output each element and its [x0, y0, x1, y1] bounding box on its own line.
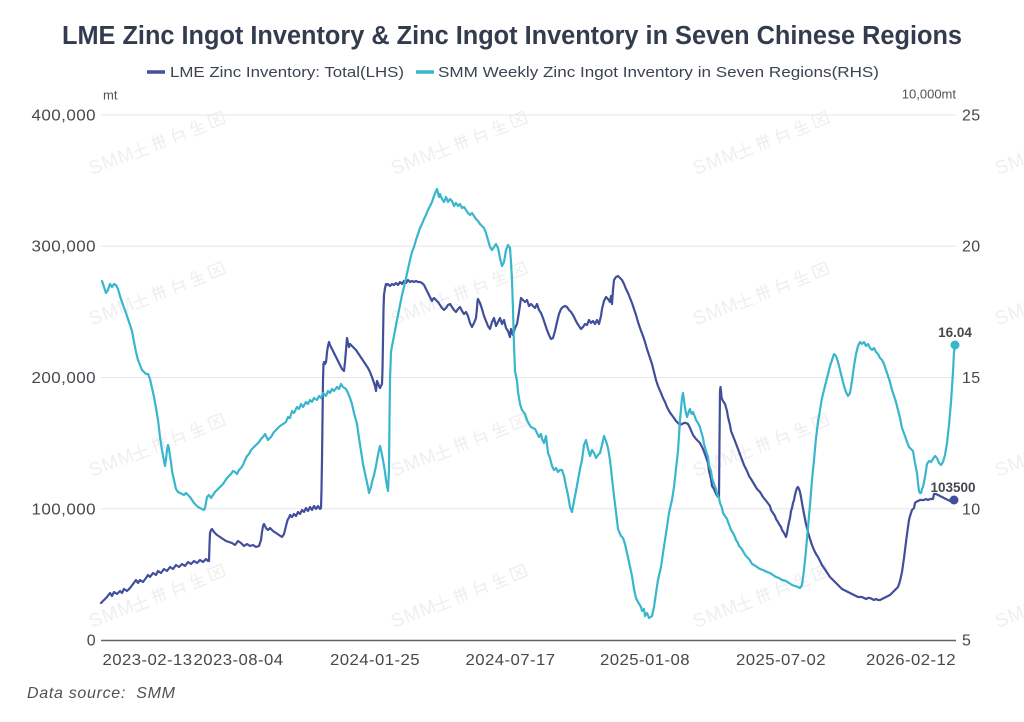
svg-text:2025-07-02: 2025-07-02 [736, 652, 826, 669]
svg-text:2025-01-08: 2025-01-08 [600, 652, 690, 669]
svg-text:25: 25 [962, 108, 981, 125]
svg-text:15: 15 [962, 370, 981, 387]
svg-text:400,000: 400,000 [32, 108, 97, 125]
svg-text:20: 20 [962, 239, 981, 256]
svg-text:10,000mt: 10,000mt [902, 87, 957, 102]
svg-text:Data source: SMM: Data source: SMM [27, 685, 176, 702]
svg-text:2026-02-12: 2026-02-12 [866, 652, 956, 669]
svg-text:5: 5 [962, 633, 971, 650]
svg-text:100,000: 100,000 [32, 501, 97, 518]
svg-text:2024-01-25: 2024-01-25 [330, 652, 420, 669]
svg-text:LME Zinc Ingot Inventory & Zin: LME Zinc Ingot Inventory & Zinc Ingot In… [62, 22, 962, 50]
svg-text:2023-08-04: 2023-08-04 [194, 652, 284, 669]
svg-text:10: 10 [962, 501, 981, 518]
svg-text:2023-02-13: 2023-02-13 [103, 652, 193, 669]
svg-text:0: 0 [87, 633, 96, 650]
svg-text:16.04: 16.04 [938, 325, 972, 340]
svg-text:SMM Weekly Zinc Ingot Inventor: SMM Weekly Zinc Ingot Inventory in Seven… [438, 64, 879, 81]
svg-text:300,000: 300,000 [32, 239, 97, 256]
svg-text:103500: 103500 [930, 480, 975, 495]
svg-text:2024-07-17: 2024-07-17 [466, 652, 556, 669]
svg-text:LME Zinc Inventory: Total(LHS): LME Zinc Inventory: Total(LHS) [170, 64, 404, 81]
svg-text:mt: mt [103, 88, 118, 103]
svg-text:200,000: 200,000 [32, 370, 97, 387]
